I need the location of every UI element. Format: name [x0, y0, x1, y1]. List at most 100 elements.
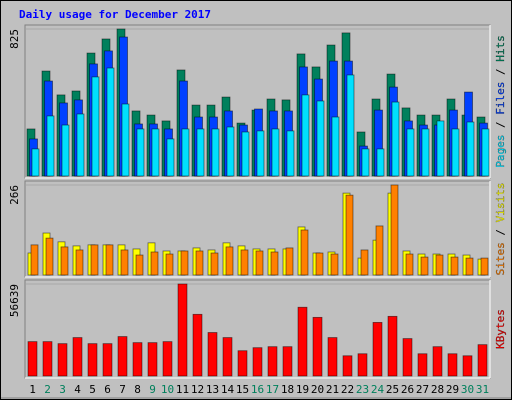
bar	[211, 128, 220, 177]
x-tick-label: 2	[44, 383, 51, 396]
bar	[375, 225, 384, 276]
x-tick-label: 5	[89, 383, 96, 396]
bar	[57, 343, 68, 377]
legend-entry: Hits	[494, 35, 507, 62]
bar	[435, 254, 444, 276]
bar	[147, 342, 158, 377]
legend-entry: Sites	[494, 242, 507, 275]
bar	[117, 336, 128, 377]
bar	[436, 120, 445, 177]
bar	[181, 128, 190, 177]
bar	[31, 148, 40, 177]
y-tick-label: 266	[8, 185, 21, 205]
bar	[237, 350, 248, 377]
bar	[361, 148, 370, 177]
bar	[76, 113, 85, 177]
bar	[102, 343, 113, 377]
bar	[466, 121, 475, 177]
bar	[465, 257, 474, 276]
bar	[241, 131, 250, 177]
legend-entry: KBytes	[494, 309, 507, 349]
x-tick-label: 7	[119, 383, 126, 396]
bar	[390, 184, 399, 276]
bar	[316, 100, 325, 177]
x-tick-label: 1	[29, 383, 36, 396]
y-tick-label: 56639	[8, 284, 21, 317]
bar	[342, 355, 353, 377]
bar	[462, 355, 473, 377]
bar	[121, 103, 130, 177]
legend-entry: Pages	[494, 135, 507, 168]
x-tick-label: 6	[104, 383, 111, 396]
bar	[255, 250, 264, 276]
bar	[151, 128, 160, 177]
bar	[331, 116, 340, 177]
bar	[132, 342, 143, 377]
x-tick-label: 28	[431, 383, 444, 396]
bar	[270, 251, 279, 276]
bar	[346, 74, 355, 177]
bar	[256, 130, 265, 177]
bar	[46, 115, 55, 177]
chart-title: Daily usage for December 2017	[19, 8, 211, 21]
bar	[196, 128, 205, 177]
x-tick-label: 26	[401, 383, 414, 396]
x-tick-label: 13	[206, 383, 219, 396]
bar	[406, 128, 415, 177]
legend-entry: Visits	[494, 183, 507, 223]
bar	[402, 338, 413, 377]
bar	[75, 249, 84, 276]
bar	[417, 353, 428, 377]
legend-separator: /	[494, 222, 507, 242]
legend-separator: /	[494, 115, 507, 135]
x-tick-label: 17	[266, 383, 279, 396]
x-tick-label: 19	[296, 383, 309, 396]
bar	[447, 353, 458, 377]
bar	[210, 252, 219, 276]
x-tick-label: 25	[386, 383, 399, 396]
x-tick-label: 30	[461, 383, 474, 396]
bar	[105, 244, 114, 276]
bar	[90, 244, 99, 276]
x-tick-label: 11	[176, 383, 189, 396]
x-tick-label: 8	[134, 383, 141, 396]
bar	[432, 346, 443, 377]
bar	[166, 138, 175, 177]
x-tick-label: 4	[74, 383, 81, 396]
x-tick-label: 14	[221, 383, 235, 396]
bar	[301, 94, 310, 177]
bar	[72, 337, 83, 377]
bar	[267, 346, 278, 377]
bar	[282, 346, 293, 377]
legend-entry: Files	[494, 82, 507, 115]
bar	[240, 249, 249, 276]
bar	[61, 124, 70, 177]
bar	[207, 332, 218, 377]
bar	[327, 337, 338, 377]
legend: KBytes	[494, 309, 507, 349]
bar	[372, 322, 383, 377]
bar	[42, 341, 53, 377]
bar	[360, 249, 369, 276]
bar	[135, 254, 144, 276]
x-tick-label: 27	[416, 383, 429, 396]
bar	[222, 337, 233, 377]
bar	[285, 247, 294, 276]
x-tick-label: 20	[311, 383, 324, 396]
bar	[27, 341, 38, 377]
bar	[252, 347, 263, 377]
x-tick-label: 31	[476, 383, 489, 396]
bar	[226, 126, 235, 177]
bar	[480, 257, 489, 276]
x-tick-label: 3	[59, 383, 66, 396]
bar	[87, 343, 98, 377]
x-tick-label: 21	[326, 383, 339, 396]
x-tick-label: 16	[251, 383, 264, 396]
bar	[45, 237, 54, 276]
bar	[405, 253, 414, 276]
bar	[300, 229, 309, 276]
bar	[120, 249, 129, 276]
bar	[136, 128, 145, 177]
